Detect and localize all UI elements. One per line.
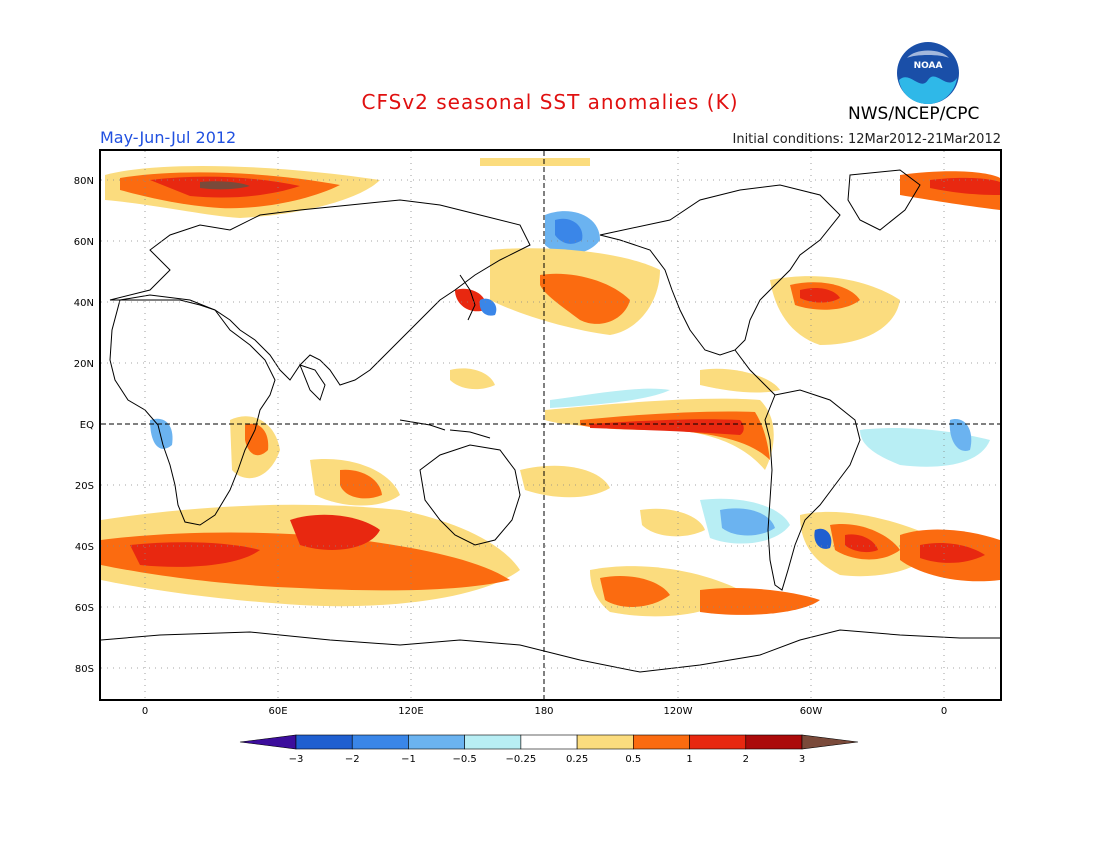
map-frame [99,149,1002,701]
lat-label: 20N [74,359,94,370]
colorbar-segment [576,734,634,750]
colorbar-segment [408,734,465,750]
colorbar-segment [745,734,803,750]
gridlines [101,151,1000,699]
colorbar-label: −0.5 [453,754,477,765]
colorbar-label: 0.5 [625,754,641,765]
lat-label: 60S [75,603,94,614]
lat-label: 80S [75,664,94,675]
lat-label: 40S [75,542,94,553]
coastlines [101,169,1000,673]
lon-label: 120E [398,706,423,717]
lat-label: 20S [75,481,94,492]
lon-label: 120W [664,706,693,717]
colorbar-max-triangle [801,734,859,750]
colorbar: −3 −2 −1 −0.5 −0.25 0.25 0.5 1 2 3 [239,734,859,765]
anomaly-field [101,158,1000,617]
colorbar-label: −0.25 [506,754,537,765]
colorbar-label: 3 [799,754,805,765]
season-label: May-Jun-Jul 2012 [100,128,237,147]
colorbar-min-triangle [239,734,297,750]
colorbar-label: 1 [686,754,692,765]
lon-label: 60E [268,706,287,717]
lon-label: 60W [800,706,823,717]
colorbar-label: 2 [743,754,749,765]
colorbar-segment [295,734,353,750]
colorbar-segment [689,734,747,750]
colorbar-segment [633,734,690,750]
longitude-labels: 0 60E 120E 180 120W 60W 0 [142,706,947,717]
lat-label: 40N [74,298,94,309]
lat-label: EQ [80,420,94,431]
colorbar-label: −1 [401,754,416,765]
latitude-labels: 80N 60N 40N 20N EQ 20S 40S 60S 80S [74,176,94,675]
svg-text:NOAA: NOAA [914,61,943,71]
colorbar-segment [351,734,409,750]
lon-label: 180 [534,706,553,717]
lat-label: 80N [74,176,94,187]
noaa-logo: NOAA [897,42,959,104]
colorbar-segment [464,734,522,750]
lon-label: 0 [142,706,148,717]
agency-label: NWS/NCEP/CPC [848,104,980,124]
equator-dateline [101,151,1000,699]
colorbar-label: −2 [345,754,360,765]
lon-label: 0 [941,706,947,717]
colorbar-label: −3 [289,754,304,765]
initial-conditions: Initial conditions: 12Mar2012-21Mar2012 [732,132,1002,147]
colorbar-segment [520,734,578,750]
map-title: CFSv2 seasonal SST anomalies (K) [361,90,739,114]
colorbar-label: 0.25 [566,754,588,765]
lat-label: 60N [74,237,94,248]
